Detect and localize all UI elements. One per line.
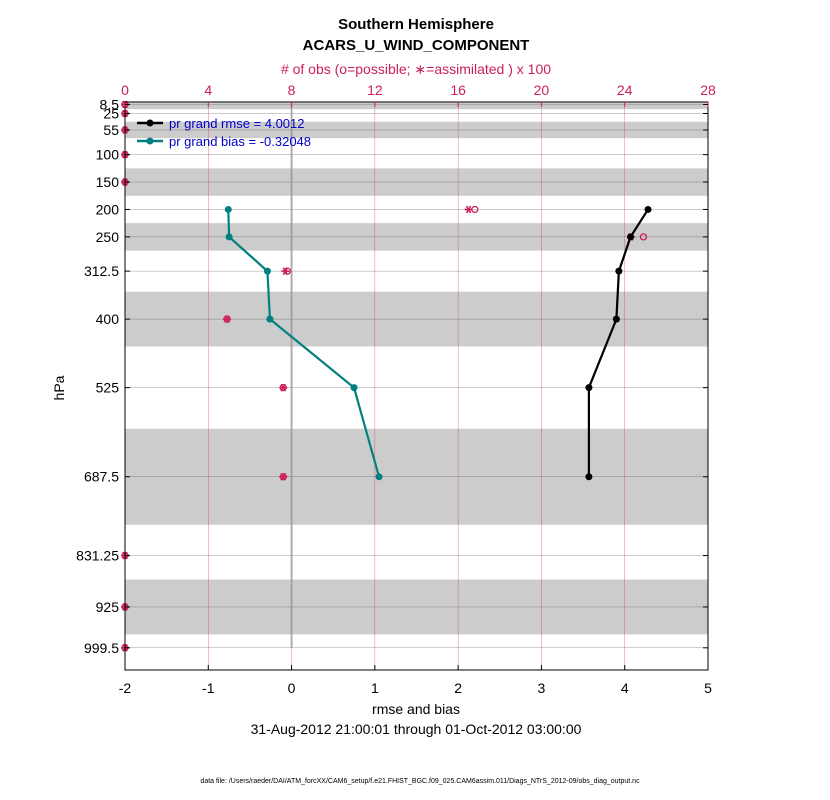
series-0-point-4 [585, 384, 593, 392]
y-tick-label-2: 55 [103, 122, 119, 138]
x-axis-label: rmse and bias [372, 701, 460, 717]
series-1-point-2 [263, 267, 271, 275]
obs-assimilated-marker-8 [223, 315, 232, 323]
bottom-tick-label-4: 2 [454, 680, 462, 696]
y-tick-label-5: 200 [96, 201, 120, 217]
series-1-point-1 [225, 233, 233, 241]
bottom-tick-label-7: 5 [704, 680, 712, 696]
y-tick-label-0: 8.5 [100, 96, 120, 112]
bottom-tick-label-5: 3 [538, 680, 546, 696]
top-tick-label-7: 28 [700, 82, 716, 98]
obs-assimilated-marker-9 [279, 383, 288, 392]
top-tick-label-3: 12 [367, 82, 383, 98]
legend-bias-text: pr grand bias = -0.32048 [169, 134, 311, 149]
top-tick-label-4: 16 [450, 82, 466, 98]
y-tick-label-6: 250 [96, 229, 120, 245]
chart-subtitle: ACARS_U_WIND_COMPONENT [303, 37, 530, 54]
plot-frame [124, 101, 709, 671]
y-tick-label-11: 831.25 [76, 548, 119, 564]
top-tick-label-6: 24 [617, 82, 633, 98]
chart-title: Southern Hemisphere [338, 16, 494, 33]
series-1-point-4 [350, 384, 358, 392]
series-1-point-3 [266, 315, 274, 323]
shaded-band-0 [125, 102, 708, 110]
y-tick-label-3: 100 [96, 147, 120, 163]
y-axis-label: hPa [51, 375, 67, 400]
obs-assimilated-marker-5 [464, 205, 473, 214]
top-tick-label-5: 20 [534, 82, 550, 98]
bottom-tick-label-0: -2 [119, 680, 132, 696]
y-tick-label-12: 925 [96, 599, 120, 615]
y-tick-label-13: 999.5 [84, 640, 119, 656]
top-axis-label: # of obs (o=possible; ∗=assimilated ) x … [281, 61, 551, 77]
y-tick-label-9: 525 [96, 380, 120, 396]
top-tick-label-1: 4 [204, 82, 212, 98]
series-0-point-5 [585, 473, 593, 481]
y-tick-label-10: 687.5 [84, 469, 119, 485]
y-tick-label-7: 312.5 [84, 263, 119, 279]
series-0-point-3 [612, 315, 620, 323]
series-0-point-1 [627, 233, 635, 241]
series-1-line [227, 209, 381, 478]
series-0-line [587, 208, 649, 477]
top-tick-label-2: 8 [288, 82, 296, 98]
top-axis-ticks: 0 4 8 12 16 20 24 28 [121, 82, 716, 107]
obs-assimilated-marker-10 [279, 472, 288, 481]
obs-possible-marker-6 [639, 233, 648, 241]
y-tick-label-8: 400 [96, 311, 120, 327]
series-0-point-0 [644, 205, 652, 213]
data-file-footer: data file: /Users/raeder/DAI/ATM_forcXX/… [200, 778, 640, 785]
series-lines [224, 205, 652, 481]
bottom-tick-label-2: 0 [288, 680, 296, 696]
y-tick-label-1: 25 [103, 106, 119, 122]
bottom-tick-label-1: -1 [202, 680, 215, 696]
date-range: 31-Aug-2012 21:00:01 through 01-Oct-2012… [251, 721, 582, 737]
series-0-point-2 [615, 267, 623, 275]
grid [125, 102, 708, 670]
bottom-tick-label-6: 4 [621, 680, 629, 696]
bottom-tick-label-3: 1 [371, 680, 379, 696]
legend: pr grand rmse = 4.0012 pr grand bias = -… [137, 116, 311, 149]
series-1-point-0 [224, 205, 232, 213]
y-tick-label-4: 150 [96, 174, 120, 190]
legend-rmse-text: pr grand rmse = 4.0012 [169, 116, 305, 131]
top-tick-label-0: 0 [121, 82, 129, 98]
legend-bias-marker [146, 137, 154, 145]
bottom-axis-ticks: -2 -1 0 1 2 3 4 5 [119, 665, 712, 696]
obs-assimilated-marker-7 [281, 267, 290, 276]
legend-rmse-marker [146, 119, 154, 127]
series-1-point-5 [375, 473, 383, 481]
